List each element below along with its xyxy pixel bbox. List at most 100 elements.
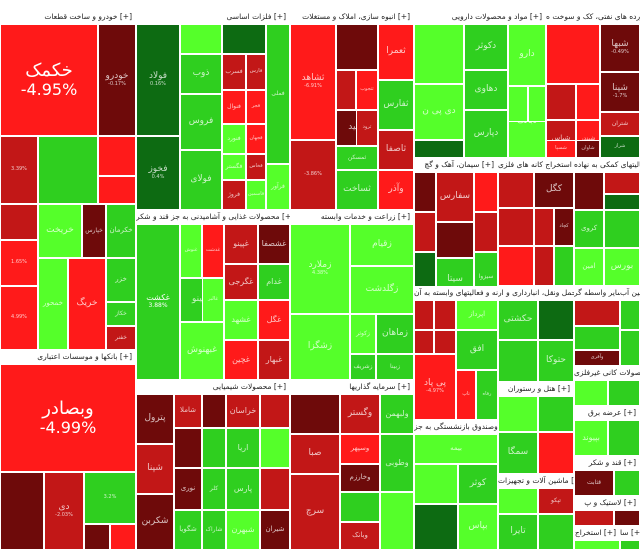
stock-tile[interactable]: کچاد [554, 208, 574, 246]
sector-header[interactable]: قند و شکر [+] [574, 456, 640, 470]
stock-tile[interactable] [474, 172, 498, 212]
stock-tile[interactable]: شکربن [136, 494, 174, 550]
sector-header[interactable]: سیمان، آهک و گچ [+] [414, 158, 498, 172]
sector-header[interactable]: بانکها و موسسات اعتباری [+] [0, 350, 136, 364]
stock-tile[interactable]: دارو [508, 24, 546, 86]
stock-tile[interactable]: غنوش [180, 224, 202, 278]
stock-tile[interactable]: زبینا [376, 354, 414, 380]
stock-tile[interactable]: شپنا [136, 444, 174, 494]
stock-tile[interactable] [538, 432, 574, 474]
stock-tile[interactable]: خپارس [82, 204, 106, 258]
stock-tile[interactable]: کوثر [458, 464, 498, 504]
stock-tile[interactable] [414, 24, 464, 84]
stock-tile[interactable]: 4.99% [0, 286, 38, 350]
stock-tile[interactable]: فاسمین [246, 180, 266, 210]
sector-header[interactable]: استخراج کانه های فلزی [+] [498, 158, 574, 172]
stock-tile[interactable] [110, 524, 136, 550]
sector-header[interactable]: بیمه وصندوق بازنشستگی به جز [+] [414, 420, 498, 434]
stock-tile[interactable]: زشگزا [290, 314, 350, 380]
sector-header[interactable]: عرضه برق [+] [574, 406, 640, 420]
sector-header[interactable]: فعالیتهای کمکی به نهاده [+] [574, 158, 640, 172]
sector-header[interactable]: فرآورده های نفتی، کک و سوخت ه [+] [546, 10, 640, 24]
stock-tile[interactable]: خکرمان [106, 204, 136, 258]
stock-tile[interactable]: فارس [246, 54, 266, 90]
stock-tile[interactable]: شگویا [174, 510, 202, 550]
stock-tile[interactable] [414, 464, 458, 504]
stock-tile[interactable]: شیران [260, 510, 290, 550]
stock-tile[interactable]: حکشتی [498, 300, 538, 340]
stock-tile[interactable]: خفنر [106, 326, 136, 350]
sector-header[interactable]: سایر محصولات کانی غیرفلزی [+] [574, 366, 640, 380]
stock-tile[interactable]: شاوان [576, 140, 600, 158]
stock-tile[interactable]: خودرو -0.17% [98, 24, 136, 136]
stock-tile[interactable] [528, 86, 546, 122]
stock-tile[interactable]: خکاز [106, 302, 136, 326]
stock-tile[interactable]: رفاه [476, 370, 498, 420]
stock-tile[interactable]: وطوبی [380, 434, 414, 492]
stock-tile[interactable] [414, 504, 458, 550]
stock-tile[interactable] [414, 140, 464, 158]
stock-tile[interactable]: فروژ [222, 180, 246, 210]
stock-tile[interactable]: امین [574, 248, 604, 286]
stock-tile[interactable]: تایرا [498, 514, 538, 550]
stock-tile[interactable]: 1.65% [0, 240, 38, 286]
stock-tile[interactable]: فسرب [222, 54, 246, 90]
sector-header[interactable]: انبوه سازی، املاک و مستغلات [+] [290, 10, 414, 24]
stock-tile[interactable]: ثرود [356, 110, 378, 146]
stock-tile[interactable] [538, 300, 574, 340]
stock-tile[interactable]: 3.39% [0, 136, 38, 204]
stock-tile[interactable] [498, 340, 538, 382]
stock-tile[interactable] [620, 540, 640, 550]
stock-tile[interactable]: غگرجی [224, 264, 258, 300]
stock-tile[interactable]: فروس [180, 94, 222, 150]
sector-header[interactable]: محصولات شیمیایی [+] [136, 380, 290, 394]
stock-tile[interactable]: وخارزم [340, 464, 380, 492]
stock-tile[interactable]: تاپ [456, 370, 476, 420]
stock-tile[interactable]: خمحور [38, 258, 68, 350]
sector-header[interactable]: حمل ونقل، انبارداری و ار [+] [498, 286, 574, 300]
stock-tile[interactable]: دهاوی [464, 70, 508, 110]
stock-tile[interactable] [538, 396, 574, 432]
stock-tile[interactable]: وبانک [340, 522, 380, 550]
stock-tile[interactable] [202, 428, 226, 468]
stock-tile[interactable] [290, 394, 340, 434]
stock-tile[interactable] [434, 300, 456, 330]
sector-header[interactable]: سرمایه گذاریها [+] [290, 380, 414, 394]
stock-tile[interactable]: فخاس [246, 154, 266, 180]
stock-tile[interactable]: خریخت [38, 204, 82, 258]
stock-tile[interactable] [608, 420, 640, 456]
sector-header[interactable]: مواد و محصولات دارویی [+] [414, 10, 546, 24]
stock-tile[interactable]: غشصفا [258, 224, 290, 264]
stock-tile[interactable]: غشهد [224, 300, 258, 340]
stock-tile[interactable]: بپاس [458, 504, 498, 550]
stock-tile[interactable]: غدام [258, 264, 290, 300]
stock-tile[interactable] [604, 210, 640, 248]
stock-tile[interactable]: سفارس [436, 172, 474, 222]
stock-tile[interactable]: وآفری [574, 350, 620, 366]
stock-tile[interactable]: 3.2% [84, 472, 136, 524]
stock-tile[interactable] [620, 300, 640, 330]
stock-tile[interactable]: شبهرن [226, 510, 260, 550]
stock-tile[interactable] [574, 540, 620, 550]
stock-tile[interactable] [534, 208, 554, 246]
stock-tile[interactable] [434, 330, 456, 354]
stock-tile[interactable]: غالبر [202, 278, 224, 322]
stock-tile[interactable]: غچین [224, 340, 258, 380]
stock-tile[interactable]: فنورد [222, 124, 246, 154]
sector-header[interactable]: استخراج [+] [574, 526, 620, 540]
stock-tile[interactable]: ثعمرا [378, 24, 414, 80]
stock-tile[interactable] [380, 492, 414, 550]
stock-tile[interactable]: دی پی ن [414, 84, 464, 140]
stock-tile[interactable] [546, 84, 576, 120]
stock-tile[interactable] [38, 136, 98, 204]
stock-tile[interactable]: تپکو [538, 488, 574, 514]
stock-tile[interactable] [574, 172, 604, 210]
stock-tile[interactable]: غبهنوش [180, 322, 224, 380]
stock-tile[interactable]: شاملا [174, 394, 202, 428]
stock-tile[interactable] [436, 222, 474, 258]
stock-tile[interactable] [336, 24, 378, 70]
stock-tile[interactable]: کلر [202, 468, 226, 510]
stock-tile[interactable] [414, 330, 434, 354]
stock-tile[interactable]: وبصادر -4.99% [0, 364, 136, 472]
stock-tile[interactable] [574, 326, 620, 350]
